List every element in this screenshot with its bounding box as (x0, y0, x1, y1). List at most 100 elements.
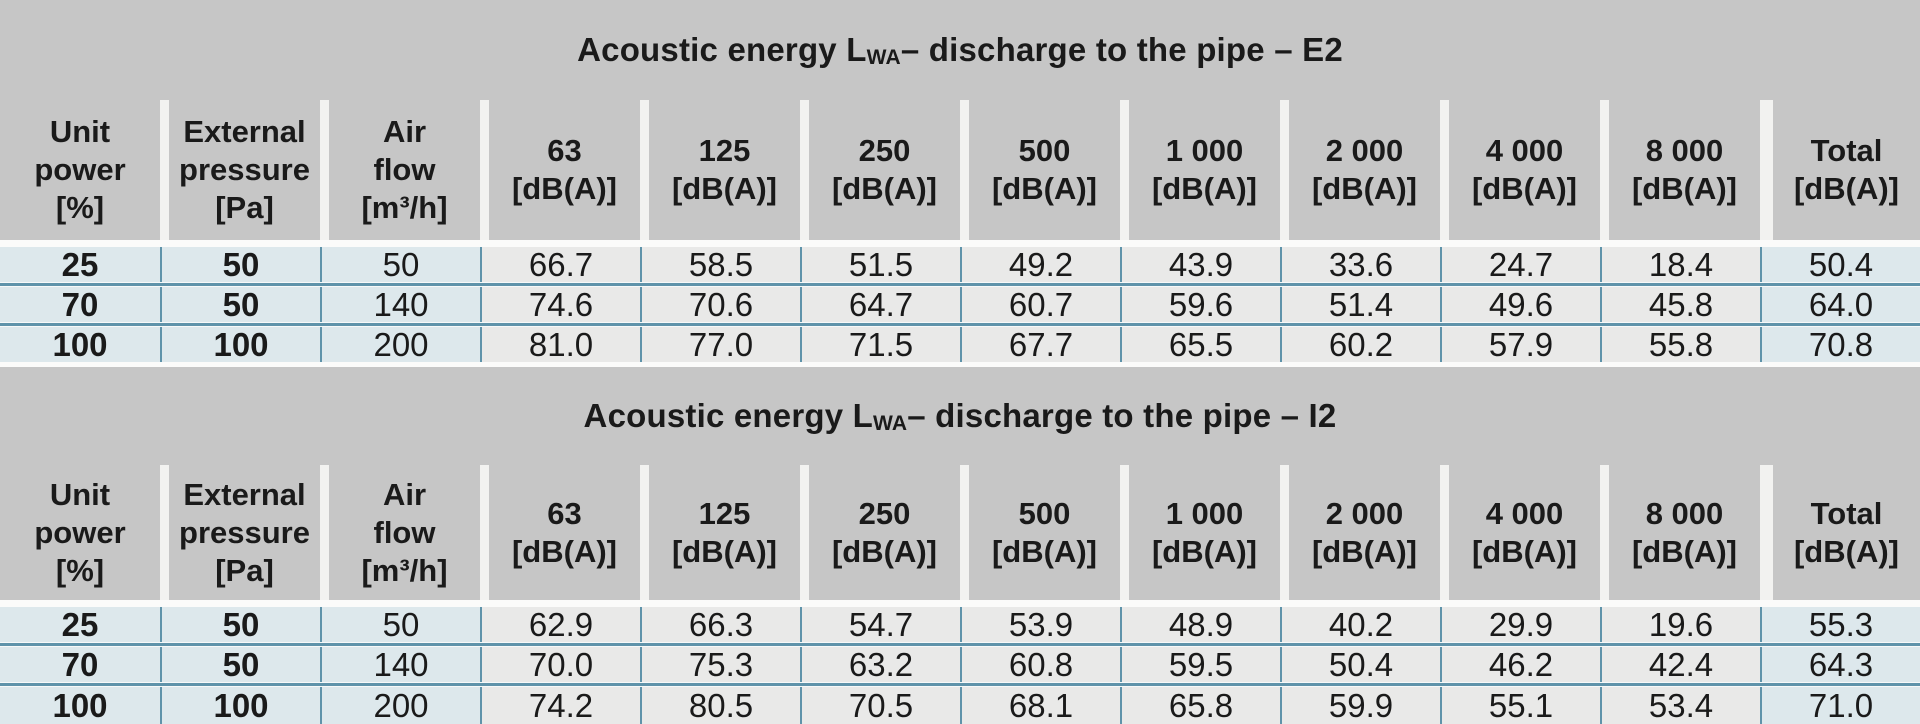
header-line: 8 000 (1645, 133, 1724, 168)
data-cell: 51.4 (1280, 287, 1440, 322)
data-cell: 46.2 (1440, 647, 1600, 682)
data-cell: 63.2 (800, 647, 960, 682)
header-cell-unit: Unit power [%] (0, 100, 160, 240)
table-row: 70 50 140 74.6 70.6 64.7 60.7 59.6 51.4 49.6 45.8 6… (0, 287, 1920, 322)
header-line: 125 (698, 495, 751, 531)
data-cell: 54.7 (800, 607, 960, 642)
data-cell: 100 (160, 687, 320, 724)
header-cell-air: Air flow [m³/h] (320, 100, 480, 240)
header-cell-8-000: 8 000 [dB(A)] (1600, 100, 1760, 240)
header-line: [m³/h] (361, 552, 448, 588)
header-cell-external: External pressure [Pa] (160, 465, 320, 600)
header-line: Total (1810, 495, 1883, 531)
table-i2-header-row: Unit power [%] External pressure [Pa] Air flow[… (0, 465, 1920, 600)
data-cell: 60.8 (960, 647, 1120, 682)
data-cell: 65.8 (1120, 687, 1280, 724)
header-line: [dB(A)] (1793, 171, 1899, 206)
data-cell: 71.0 (1760, 687, 1920, 724)
data-cell: 50 (320, 607, 480, 642)
header-cell-63: 63 [dB(A)] (480, 465, 640, 600)
data-cell: 140 (320, 287, 480, 322)
header-gap (0, 240, 1920, 247)
data-cell: 70.0 (480, 647, 640, 682)
header-line: 2 000 (1325, 495, 1404, 531)
header-line: [dB(A)] (511, 533, 617, 569)
title-text: Acoustic energy L (577, 31, 867, 68)
data-cell: 25 (0, 247, 160, 282)
table-row: 25 50 50 66.7 58.5 51.5 49.2 43.9 33.6 24.7 18.4 50… (0, 247, 1920, 282)
header-cell-2-000: 2 000 [dB(A)] (1280, 100, 1440, 240)
data-cell: 62.9 (480, 607, 640, 642)
data-cell: 18.4 (1600, 247, 1760, 282)
data-cell: 51.5 (800, 247, 960, 282)
data-cell: 25 (0, 607, 160, 642)
header-line: [dB(A)] (1151, 171, 1257, 206)
data-cell: 45.8 (1600, 287, 1760, 322)
data-cell: 50.4 (1280, 647, 1440, 682)
header-line: 4 000 (1485, 495, 1564, 531)
header-cell-external: External pressure [Pa] (160, 100, 320, 240)
data-cell: 50.4 (1760, 247, 1920, 282)
data-cell: 70 (0, 287, 160, 322)
header-cell-4-000: 4 000 [dB(A)] (1440, 465, 1600, 600)
header-line: [dB(A)] (671, 171, 777, 206)
data-cell: 66.7 (480, 247, 640, 282)
data-cell: 200 (320, 327, 480, 362)
header-line: 1 000 (1165, 495, 1244, 531)
header-line: 63 (547, 133, 582, 168)
data-cell: 64.7 (800, 287, 960, 322)
table-row: 100 100 200 74.2 80.5 70.5 68.1 65.8 59.9 55.1 53.… (0, 687, 1920, 724)
data-cell: 48.9 (1120, 607, 1280, 642)
title-text-rest: – discharge to the pipe – E2 (900, 31, 1343, 68)
data-cell: 55.3 (1760, 607, 1920, 642)
data-cell: 55.8 (1600, 327, 1760, 362)
data-cell: 50 (160, 247, 320, 282)
data-cell: 59.9 (1280, 687, 1440, 724)
header-line: [dB(A)] (831, 171, 937, 206)
data-cell: 42.4 (1600, 647, 1760, 682)
data-cell: 100 (160, 327, 320, 362)
header-cell-air: Air flow [m³/h] (320, 465, 480, 600)
header-line: 125 (698, 133, 751, 168)
title-text-rest: – discharge to the pipe – I2 (907, 397, 1337, 434)
header-cell-total: Total [dB(A)] (1760, 100, 1920, 240)
header-cell-250: 250 [dB(A)] (800, 100, 960, 240)
data-cell: 53.4 (1600, 687, 1760, 724)
table-i2: Acoustic energy L WA – discharge to the p… (0, 367, 1920, 724)
header-line: [dB(A)] (991, 171, 1097, 206)
data-cell: 53.9 (960, 607, 1120, 642)
data-cell: 70.5 (800, 687, 960, 724)
data-cell: 50 (160, 287, 320, 322)
header-line: Air (382, 114, 427, 149)
title-subscript: WA (866, 46, 901, 69)
header-cell-unit: Unit power [%] (0, 465, 160, 600)
header-line: Total (1810, 133, 1883, 168)
data-cell: 100 (0, 327, 160, 362)
header-cell-125: 125 [dB(A)] (640, 100, 800, 240)
header-line: 8 000 (1645, 495, 1724, 531)
header-line: External (183, 114, 306, 149)
data-cell: 70.6 (640, 287, 800, 322)
header-cell-500: 500 [dB(A)] (960, 100, 1120, 240)
data-cell: 19.6 (1600, 607, 1760, 642)
row-separator (0, 682, 1920, 687)
header-line: 250 (858, 495, 911, 531)
header-line: [dB(A)] (1311, 533, 1417, 569)
header-line: Air (382, 476, 427, 512)
header-line: flow (373, 514, 436, 550)
header-line: 250 (858, 133, 911, 168)
header-cell-1-000: 1 000 [dB(A)] (1120, 465, 1280, 600)
table-e2-title: Acoustic energy L WA – discharge to the p… (0, 0, 1920, 100)
data-cell: 59.5 (1120, 647, 1280, 682)
header-line: [Pa] (215, 190, 274, 225)
header-line: [dB(A)] (511, 171, 617, 206)
title-subscript: WA (873, 412, 908, 435)
header-line: Unit (49, 114, 111, 149)
header-line: 2 000 (1325, 133, 1404, 168)
table-row: 25 50 50 62.9 66.3 54.7 53.9 48.9 40.2 29.9 19.6 55… (0, 607, 1920, 642)
data-cell: 60.7 (960, 287, 1120, 322)
header-cell-total: Total [dB(A)] (1760, 465, 1920, 600)
data-cell: 100 (0, 687, 160, 724)
header-line: [%] (55, 552, 105, 588)
data-cell: 200 (320, 687, 480, 724)
